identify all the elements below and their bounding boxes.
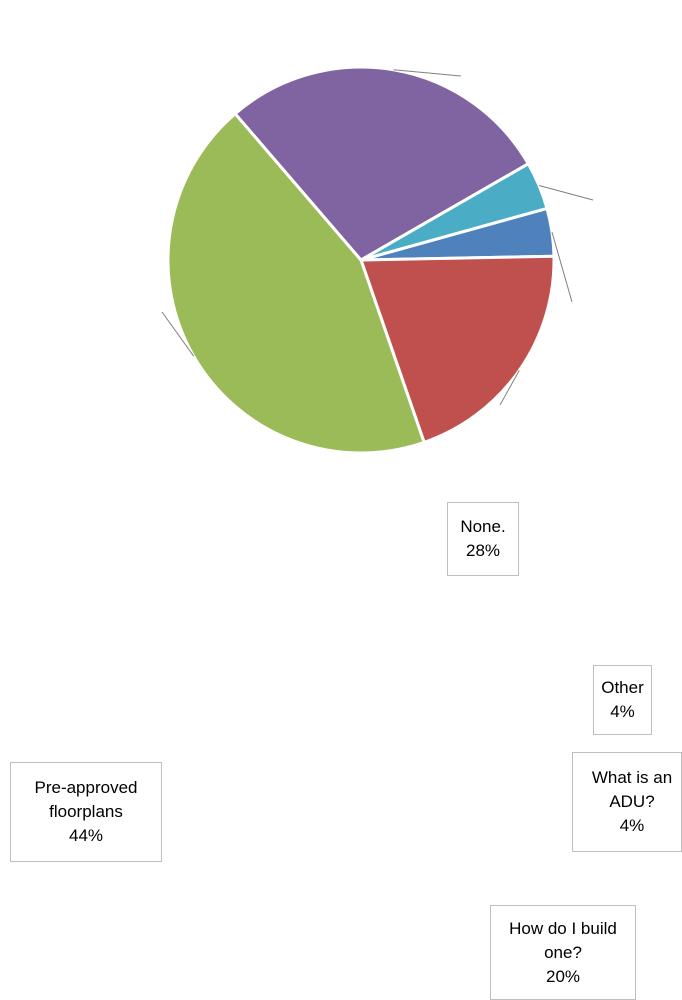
leader-line-2 bbox=[499, 370, 520, 406]
data-label-category: Other bbox=[601, 678, 644, 697]
pie-slice-3 bbox=[166, 111, 427, 455]
data-label-category: Pre-approved floorplans bbox=[34, 778, 138, 821]
data-label-percent: 44% bbox=[68, 826, 104, 845]
label-leader-lines bbox=[161, 69, 594, 406]
leader-line-5 bbox=[538, 185, 594, 201]
leader-line-4 bbox=[393, 69, 462, 77]
pie-slices bbox=[166, 65, 556, 455]
data-label-percent: 28% bbox=[465, 541, 501, 560]
data-label-category: How do I build one? bbox=[509, 918, 617, 962]
data-label-category: None. bbox=[460, 517, 506, 536]
data-label-percent: 4% bbox=[619, 816, 645, 835]
data-label-percent: 4% bbox=[610, 702, 635, 721]
pie-chart-svg bbox=[161, 65, 594, 455]
leader-line-1 bbox=[551, 231, 573, 303]
pie-chart: What is an ADU? 4% How do I build one? 20% P… bbox=[10, 65, 682, 1000]
data-label-percent: 20% bbox=[545, 966, 581, 986]
data-label-category: What is an ADU? bbox=[591, 768, 673, 811]
leader-line-3 bbox=[161, 311, 195, 357]
